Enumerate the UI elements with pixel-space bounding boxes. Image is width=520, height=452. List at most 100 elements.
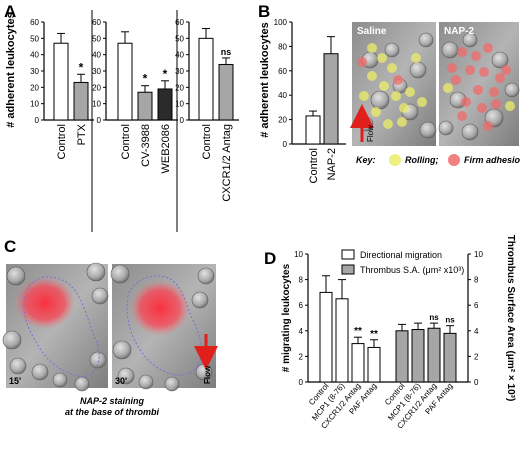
panel-d-y-axis-label: # migrating leukocytes <box>281 263 292 372</box>
key-label: Key: <box>356 155 376 165</box>
panel-d-annotation-1-3: ns <box>445 316 455 325</box>
panel-d-annotation-0-3: ** <box>370 329 378 340</box>
panel-b-ytick-label-80: 80 <box>278 42 287 51</box>
panel-a-ytick-label-1-10: 10 <box>92 100 101 109</box>
panel-a-chart: # adherent leukocytes 0 10 20 30 40 50 60 Contro… <box>5 10 239 232</box>
panel-a-annotation-2-1: ns <box>221 47 232 57</box>
saline-cell-1 <box>384 42 400 58</box>
rolling-cell-4 <box>379 81 389 91</box>
time-label-30: 30' <box>115 376 127 386</box>
panel-a-bar-0-1 <box>73 81 89 121</box>
panel-a-ytick-label-0-10: 10 <box>30 100 39 109</box>
nap-cell-2 <box>491 51 509 69</box>
firm-cell-nap-14 <box>483 121 493 131</box>
firm-cell-nap-3 <box>495 73 505 83</box>
rolling-cell-2 <box>387 63 397 73</box>
panel-a-ytick-label-0-30: 30 <box>30 67 39 76</box>
flow-label-c: Flow <box>203 365 212 384</box>
panel-d-ytick-label-2: 2 <box>299 352 304 361</box>
c1-cell-1 <box>86 262 106 282</box>
panel-a-annotation-1-1: * <box>143 72 148 86</box>
panel-a-ytick-label-2-0: 0 <box>180 116 185 125</box>
rolling-swatch <box>389 154 401 166</box>
panel-b-bar-1 <box>323 53 339 145</box>
c2-cell-6 <box>164 376 180 392</box>
panel-d-y2-axis-label: Thrombus Surface Area (μm² × 10³) <box>505 235 516 402</box>
panel-a-annotation-0-1: * <box>79 60 84 74</box>
panel-a-ytick-label-1-30: 30 <box>92 67 101 76</box>
panel-a-bar-2-0 <box>198 37 214 121</box>
panel-d-y2tick-label-2: 2 <box>474 352 479 361</box>
panel-a-y-axis-label: # adherent leukocytes <box>5 12 17 128</box>
panel-a-category-0-1: PTX <box>76 123 88 145</box>
panel-a-ytick-label-1-60: 60 <box>92 18 101 27</box>
c2-cell-0 <box>110 264 130 284</box>
panel-d-legend-label-0: Directional migration <box>360 250 442 260</box>
rolling-cell-6 <box>399 103 409 113</box>
panel-a-category-1-2: WEB2086 <box>160 124 172 174</box>
firm-cell-nap-6 <box>451 75 461 85</box>
nap2-label: NAP-2 <box>444 26 474 37</box>
panel-d-bar-1-2 <box>427 327 441 383</box>
panel-a-annotation-1-2: * <box>163 67 168 81</box>
rolling-label: Rolling; <box>405 155 439 165</box>
rolling-cell-12 <box>417 97 427 107</box>
saline-cell-8 <box>419 121 437 139</box>
rolling-cell-1 <box>377 53 387 63</box>
panel-a-ytick-label-0-20: 20 <box>30 83 39 92</box>
nap-cell-6 <box>461 123 479 141</box>
panel-d-ytick-label-4: 4 <box>299 327 304 336</box>
panel-a-ytick-label-2-50: 50 <box>175 34 184 43</box>
panel-d-bar-1-0 <box>395 330 409 383</box>
panel-a-ytick-label-1-50: 50 <box>92 34 101 43</box>
firm-cell-nap-9 <box>461 97 471 107</box>
rolling-cell-13 <box>397 117 407 127</box>
firm-cell-nap-11 <box>491 99 501 109</box>
panel-d-y2tick-label-4: 4 <box>474 327 479 336</box>
rolling-cell-10 <box>383 119 393 129</box>
firm-cell-nap-12 <box>447 63 457 73</box>
c1-cell-3 <box>2 330 22 350</box>
panel-c-caption-1: NAP-2 staining <box>80 396 145 406</box>
panel-a-category-0-0: Control <box>56 124 68 159</box>
saline-cell-3 <box>370 90 390 110</box>
panel-a-bar-1-0 <box>117 42 133 121</box>
rolling-cell-nap-0 <box>443 83 453 93</box>
firm-cell-nap-2 <box>483 43 493 53</box>
firm-cell-nap-10 <box>477 103 487 113</box>
panel-d-bar-1-1 <box>411 329 425 383</box>
panel-d-ytick-label-10: 10 <box>294 250 303 259</box>
firm-cell-saline-0 <box>357 57 367 67</box>
panel-b-micrograph-nap2: NAP-2 <box>438 22 520 146</box>
panel-d-y2tick-label-0: 0 <box>474 378 479 387</box>
panel-d-ytick-label-6: 6 <box>299 301 304 310</box>
rolling-cell-5 <box>391 91 401 101</box>
panel-a-category-2-1: CXCR1/2 Antag <box>221 124 233 202</box>
panel-d-bar-1-3 <box>443 332 457 383</box>
rolling-cell-0 <box>367 43 377 53</box>
panel-d-chart: # migrating leukocytes Thrombus Surface A… <box>281 235 516 431</box>
panel-a-bar-1-1 <box>137 91 153 121</box>
panel-b-ytick-label-20: 20 <box>278 116 287 125</box>
panel-letter-c: C <box>4 237 16 256</box>
panel-letter-b: B <box>258 2 270 21</box>
panel-b-category-1: NAP-2 <box>326 148 338 180</box>
panel-b-category-0: Control <box>308 148 320 183</box>
c1-cell-8 <box>31 363 49 381</box>
panel-a-ytick-label-2-30: 30 <box>175 67 184 76</box>
c1-cell-7 <box>74 376 90 392</box>
panel-d-bar-0-1 <box>335 298 349 383</box>
panel-a-category-1-1: CV-3988 <box>140 124 152 167</box>
panel-b-y-axis-label: # adherent leukocytes <box>259 22 271 138</box>
panel-a-ytick-label-1-20: 20 <box>92 83 101 92</box>
panel-d-y2tick-label-10: 10 <box>474 250 483 259</box>
firm-cell-nap-4 <box>465 65 475 75</box>
panel-d-bar-0-0 <box>319 291 333 383</box>
panel-b-ytick-label-0: 0 <box>283 140 288 149</box>
c1-cell-6 <box>52 372 68 388</box>
panel-b-ytick-label-60: 60 <box>278 67 287 76</box>
firm-adhesion-swatch <box>448 154 460 166</box>
c2-cell-3 <box>117 367 135 385</box>
c1-cell-0 <box>6 266 26 286</box>
c2-cell-5 <box>138 374 154 390</box>
